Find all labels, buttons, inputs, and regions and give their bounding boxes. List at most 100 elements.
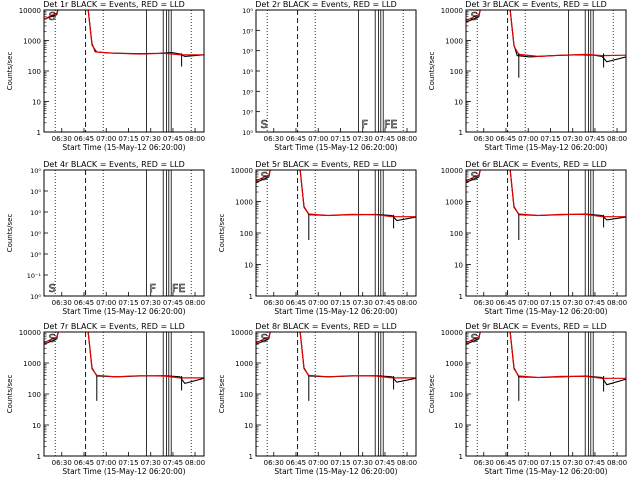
x-tick-label: 08:00 [397,135,417,143]
panel-title: Det 2r BLACK = Events, RED = LLD [255,0,397,9]
x-tick-label: 07:30 [353,459,373,467]
plot-frame [465,9,627,133]
y-tick-label: 10⁰ [242,48,253,56]
x-tick-label: 07:30 [141,299,161,307]
x-tick-label: 08:00 [185,135,205,143]
x-tick-label: 07:00 [96,459,116,467]
x-tick-label: 06:45 [286,135,306,143]
x-axis-label: Start Time (15-May-12 06:20:00) [274,143,397,152]
panel-7: Det 7r BLACK = Events, RED = LLD Counts/s… [6,322,205,476]
event-marker-label: S [471,10,478,23]
event-marker-label: S [49,10,56,23]
x-tick-label: 06:45 [74,459,94,467]
y-tick-label: 10000 [231,329,253,337]
x-tick-label: 07:30 [141,459,161,467]
y-tick-label: 1 [37,453,41,461]
event-marker-label: S [261,118,268,131]
x-tick-label: 07:15 [330,135,350,143]
x-tick-label: 06:30 [52,135,72,143]
x-tick-label: 07:00 [518,135,538,143]
y-tick-label: 10⁰ [30,230,41,238]
y-tick-label: 10000 [441,167,463,175]
panel-2: Det 2r BLACK = Events, RED = LLD Start Ti… [242,0,417,152]
x-tick-label: 06:30 [264,299,284,307]
x-tick-label: 07:00 [96,299,116,307]
x-tick-label: 08:00 [185,459,205,467]
x-tick-label: 06:45 [496,135,516,143]
event-marker-label: S [471,332,478,345]
x-tick-label: 07:00 [96,135,116,143]
y-axis-label: Counts/sec [428,375,436,414]
x-axis-label: Start Time (15-May-12 06:20:00) [484,143,607,152]
panel-title: Det 7r BLACK = Events, RED = LLD [43,322,185,331]
x-tick-label: 07:15 [540,299,560,307]
panel-title: Det 5r BLACK = Events, RED = LLD [255,160,397,169]
y-tick-label: 10 [32,422,41,430]
x-tick-label: 07:30 [141,135,161,143]
event-marker-label: FE [384,118,397,131]
y-axis-label: Counts/sec [6,375,14,414]
x-axis-label: Start Time (15-May-12 06:20:00) [484,467,607,476]
panel-title: Det 3r BLACK = Events, RED = LLD [465,0,607,9]
y-tick-label: 10000 [441,7,463,15]
event-marker-label: FE [172,282,185,295]
series-events-line [466,10,626,63]
x-tick-label: 07:15 [330,459,350,467]
x-axis-label: Start Time (15-May-12 06:20:00) [62,143,185,152]
panel-title: Det 8r BLACK = Events, RED = LLD [255,322,397,331]
x-tick-label: 08:00 [607,459,627,467]
y-tick-label: 100 [450,391,463,399]
series-group [466,10,626,78]
y-tick-label: 1000 [23,360,41,368]
panel-title: Det 4r BLACK = Events, RED = LLD [43,160,185,169]
x-axis-label: Start Time (15-May-12 06:20:00) [62,307,185,316]
x-tick-label: 07:00 [518,299,538,307]
y-tick-label: 100 [28,68,41,76]
x-tick-label: 07:15 [118,135,138,143]
x-tick-label: 08:00 [607,135,627,143]
plot-frame [255,169,417,297]
y-tick-label: 10000 [19,329,41,337]
series-lld-line [466,170,626,218]
event-marker-label: S [49,282,56,295]
plot-frame [255,331,417,457]
panel-1: Det 1r BLACK = Events, RED = LLD Counts/s… [6,0,205,152]
x-tick-label: 07:30 [563,135,583,143]
y-tick-label: 10⁰ [30,251,41,259]
x-tick-label: 07:45 [375,299,395,307]
x-tick-label: 07:15 [540,135,560,143]
x-tick-label: 08:00 [397,299,417,307]
event-marker-label: S [261,332,268,345]
y-tick-label: 10 [454,99,463,107]
event-marker-label: F [150,282,156,295]
x-tick-label: 07:00 [308,135,328,143]
x-tick-label: 07:45 [375,135,395,143]
y-tick-label: 10⁻¹ [27,272,42,280]
y-tick-label: 10⁰ [242,27,253,35]
panel-5: Det 5r BLACK = Events, RED = LLD Counts/s… [218,160,417,316]
y-tick-label: 1 [37,129,41,137]
series-group [44,332,204,401]
y-tick-label: 10⁰ [30,293,41,301]
y-tick-label: 10 [454,422,463,430]
panel-title: Det 6r BLACK = Events, RED = LLD [465,160,607,169]
y-axis-label: Counts/sec [218,375,226,414]
x-tick-label: 06:30 [474,299,494,307]
y-tick-label: 10⁰ [242,68,253,76]
y-tick-label: 100 [450,230,463,238]
y-tick-label: 1 [459,293,463,301]
y-axis-label: Counts/sec [428,52,436,91]
x-tick-label: 07:15 [118,459,138,467]
x-tick-label: 07:15 [540,459,560,467]
series-group [466,170,626,240]
series-lld-line [44,10,204,56]
y-tick-label: 10⁰ [242,88,253,96]
x-tick-label: 07:45 [375,459,395,467]
panel-title: Det 9r BLACK = Events, RED = LLD [465,322,607,331]
y-tick-label: 10000 [441,329,463,337]
x-tick-label: 07:45 [585,459,605,467]
x-axis-label: Start Time (15-May-12 06:20:00) [484,307,607,316]
panel-9: Det 9r BLACK = Events, RED = LLD Counts/s… [428,322,627,476]
